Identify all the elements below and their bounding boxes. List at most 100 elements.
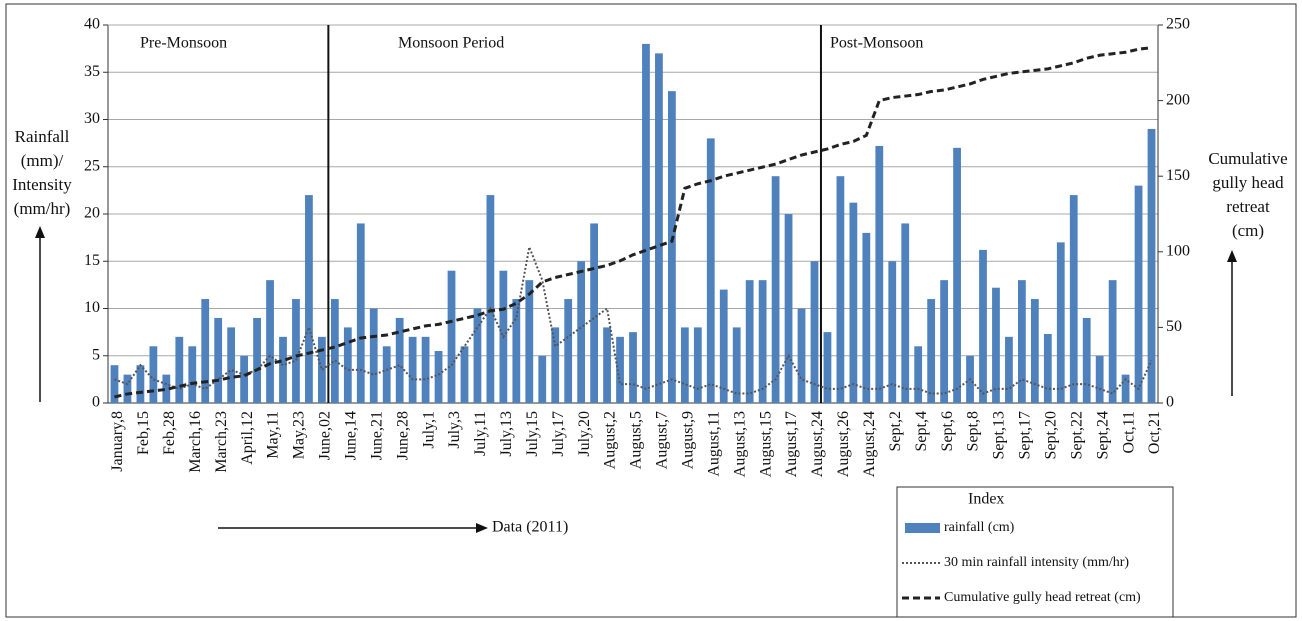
y2-axis-label-line: Cumulative — [1208, 149, 1287, 168]
x-tick-label: Sept,17 — [1017, 411, 1034, 459]
bar — [577, 261, 586, 403]
bar — [136, 365, 145, 403]
y-tick-label: 40 — [84, 16, 100, 33]
x-tick-label: July,20 — [576, 411, 593, 457]
x-tick-label: March,23 — [213, 411, 230, 473]
bar — [745, 280, 754, 403]
bar — [1082, 317, 1091, 403]
bar — [1069, 195, 1078, 403]
x-tick-label: Sept,6 — [939, 411, 956, 451]
y2-axis-label-line: retreat — [1226, 197, 1270, 216]
bar — [784, 214, 793, 403]
y-axis-label: Rainfall (mm)/ Intensity (mm/hr) — [12, 127, 72, 218]
bar — [1018, 280, 1026, 403]
bar — [408, 336, 417, 403]
x-tick-label: Feb,15 — [135, 411, 152, 455]
x-tick-label: May,11 — [265, 411, 282, 459]
bar — [680, 327, 689, 403]
x-tick-label: Sept,20 — [1042, 411, 1059, 459]
bar — [123, 374, 132, 403]
bar — [227, 327, 236, 403]
bar — [356, 223, 365, 403]
bar — [110, 365, 119, 403]
legend-title: Index — [968, 491, 1004, 508]
bar — [434, 351, 443, 403]
y2-tick-label: 100 — [1166, 242, 1190, 259]
y2-tick-label: 200 — [1166, 91, 1190, 108]
y-tick-label: 15 — [84, 252, 100, 269]
x-tick-label: August,5 — [628, 411, 645, 469]
x-tick-label: March,16 — [187, 411, 204, 473]
x-tick-label: August,9 — [680, 411, 697, 469]
arrow-head — [35, 226, 45, 238]
bar — [836, 176, 845, 403]
bar — [732, 327, 741, 403]
bar — [992, 287, 1000, 403]
bar — [771, 176, 780, 403]
bar — [1030, 299, 1039, 403]
legend-label: 30 min rainfall intensity (mm/hr) — [944, 555, 1129, 570]
bar — [1108, 280, 1117, 403]
bar — [629, 332, 637, 403]
x-tick-label: June,21 — [368, 411, 385, 460]
x-tick-label: July,13 — [498, 411, 515, 457]
bar — [888, 261, 897, 403]
bar — [1043, 334, 1052, 403]
legend — [896, 486, 1174, 618]
y-axis-label-line: Rainfall — [15, 127, 70, 146]
bar — [927, 299, 936, 403]
x-tick-label: August,7 — [654, 411, 671, 469]
bar — [162, 374, 171, 403]
bar — [486, 195, 495, 403]
y2-axis-label-line: (cm) — [1232, 221, 1264, 240]
bar — [823, 332, 832, 403]
bar — [305, 195, 313, 403]
x-tick-label: August,24 — [809, 411, 826, 477]
bar — [901, 223, 910, 403]
bar — [240, 355, 248, 403]
x-tick-label: Sept,13 — [991, 411, 1008, 459]
x-tick-label: August,11 — [705, 411, 722, 477]
y-tick-label: 25 — [84, 157, 100, 174]
y-tick-label: 0 — [92, 394, 100, 411]
y-tick-label: 20 — [84, 205, 100, 222]
bar — [538, 355, 547, 403]
bar — [603, 327, 611, 403]
x-tick-label: January,8 — [109, 411, 126, 472]
period-label: Monsoon Period — [398, 35, 504, 52]
arrow-head — [1227, 250, 1237, 262]
bar — [279, 336, 287, 403]
y-tick-label: 5 — [92, 346, 100, 363]
bar — [369, 308, 378, 403]
bar — [447, 270, 456, 403]
x-tick-label: June,02 — [317, 411, 334, 460]
x-tick-label: Oct,11 — [1120, 411, 1137, 454]
bar — [590, 223, 598, 403]
bar — [706, 138, 715, 403]
period-label: Pre-Monsoon — [140, 35, 227, 52]
bar — [460, 346, 469, 403]
bar — [810, 261, 819, 403]
x-tick-label: August,13 — [731, 411, 748, 477]
bar — [1005, 336, 1013, 403]
x-tick-label: August,24 — [861, 411, 878, 477]
bar — [525, 280, 534, 403]
y-axis-label-line: (mm/hr) — [14, 199, 71, 218]
y-axis-label-line: (mm)/ — [21, 151, 64, 170]
y2-tick-label: 250 — [1166, 16, 1190, 33]
bar — [343, 327, 352, 403]
x-tick-label: August,15 — [757, 411, 774, 477]
y2-axis-label: Cumulative gully head retreat (cm) — [1208, 149, 1287, 240]
y2-tick-label: 0 — [1166, 394, 1174, 411]
bar — [214, 317, 223, 403]
bar — [395, 317, 404, 403]
x-tick-label: Sept,2 — [887, 411, 904, 451]
bar — [318, 336, 326, 403]
bar — [979, 249, 987, 403]
bar — [797, 308, 806, 403]
bar — [473, 308, 482, 403]
y2-tick-label: 50 — [1166, 318, 1182, 335]
x-tick-label: April,12 — [239, 411, 256, 465]
bar — [382, 346, 391, 403]
